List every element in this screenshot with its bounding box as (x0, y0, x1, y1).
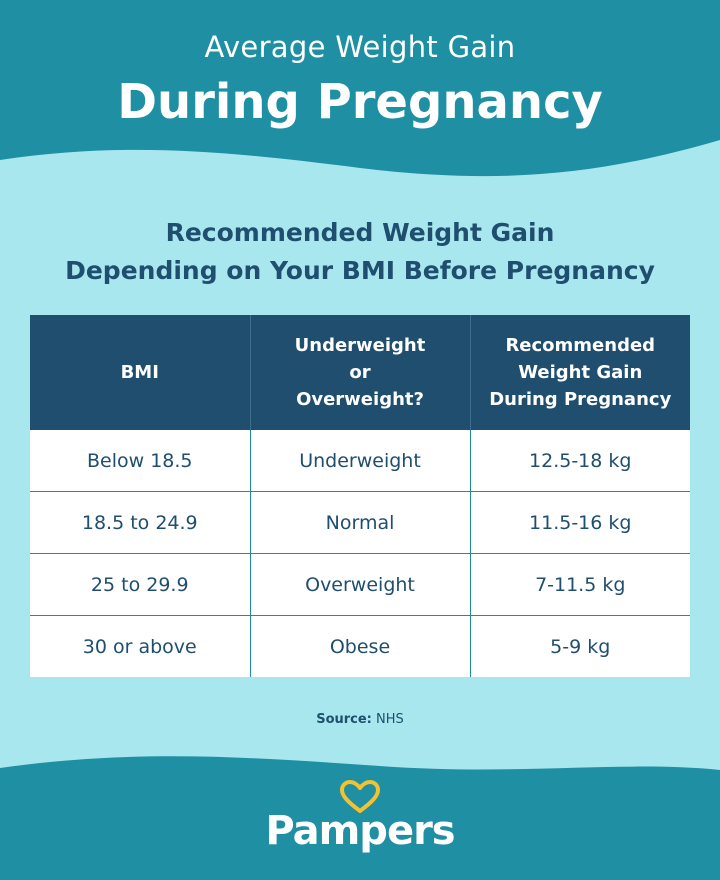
bmi-weight-gain-table: BMI Underweight or Overweight? Recommend… (30, 315, 690, 677)
table-row: 30 or above Obese 5-9 kg (30, 615, 690, 677)
bmi-cell: 25 to 29.9 (30, 553, 251, 616)
source-value: NHS (376, 712, 404, 727)
table-header-row: BMI Underweight or Overweight? Recommend… (30, 315, 690, 430)
bmi-cell: 18.5 to 24.9 (30, 491, 251, 554)
bmi-cell: Below 18.5 (30, 430, 251, 492)
category-cell: Overweight (250, 553, 471, 616)
column-header-recommended-gain: Recommended Weight Gain During Pregnancy (470, 315, 690, 430)
category-cell: Obese (250, 615, 471, 677)
table-title-line-1: Recommended Weight Gain (165, 218, 555, 247)
column-header-category: Underweight or Overweight? (250, 315, 471, 430)
header-title: During Pregnancy (117, 74, 603, 130)
header-wave-background (0, 0, 720, 177)
heart-icon (340, 780, 380, 813)
table-row: 25 to 29.9 Overweight 7-11.5 kg (30, 553, 690, 616)
weight-gain-cell: 5-9 kg (470, 615, 690, 677)
weight-gain-cell: 11.5-16 kg (470, 491, 690, 554)
table-row: 18.5 to 24.9 Normal 11.5-16 kg (30, 491, 690, 554)
table-title: Recommended Weight Gain Depending on You… (0, 214, 720, 290)
weight-gain-cell: 12.5-18 kg (470, 430, 690, 492)
source-label: Source: (316, 712, 372, 727)
bmi-cell: 30 or above (30, 615, 251, 677)
table-row: Below 18.5 Underweight 12.5-18 kg (30, 430, 690, 492)
weight-gain-cell: 7-11.5 kg (470, 553, 690, 616)
header-subtitle: Average Weight Gain (204, 30, 516, 64)
table-title-line-2: Depending on Your BMI Before Pregnancy (65, 256, 655, 285)
column-header-bmi: BMI (30, 315, 251, 430)
source-note: Source: NHS (0, 712, 720, 727)
footer-wave-background (0, 756, 720, 880)
logo-wordmark: Pampers (265, 808, 455, 854)
pampers-logo: Pampers (0, 780, 720, 860)
category-cell: Underweight (250, 430, 471, 492)
category-cell: Normal (250, 491, 471, 554)
